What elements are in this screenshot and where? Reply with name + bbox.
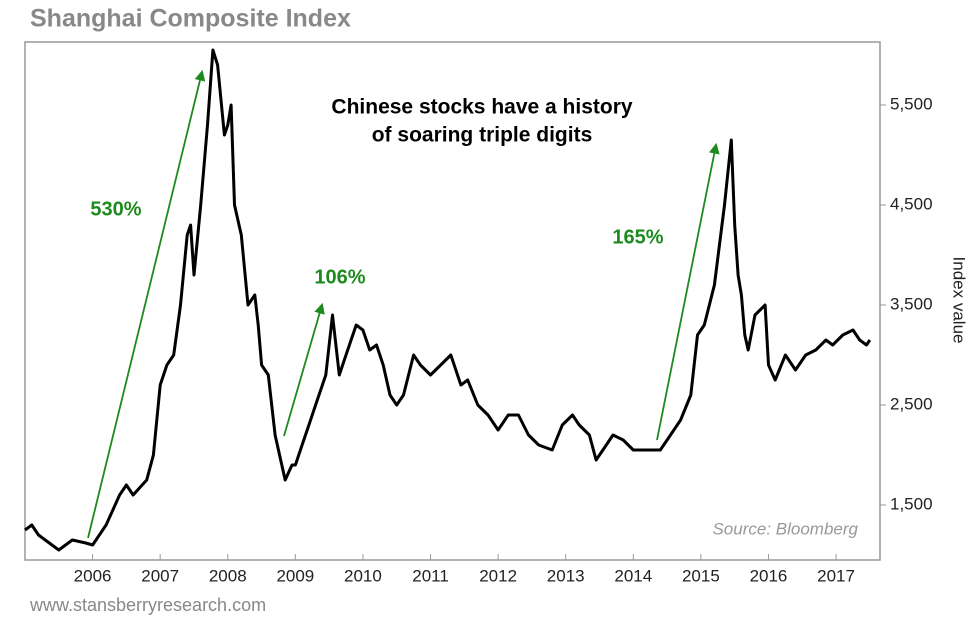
gain-label: 106%: [314, 266, 365, 288]
x-tick-label: 2015: [682, 566, 720, 585]
y-tick-label: 3,500: [890, 294, 933, 313]
x-tick-label: 2017: [817, 566, 855, 585]
plot-frame: [24, 41, 881, 561]
x-tick-label: 2008: [209, 566, 247, 585]
y-tick-label: 2,500: [890, 394, 933, 413]
x-tick-label: 2013: [547, 566, 585, 585]
x-tick-label: 2009: [276, 566, 314, 585]
footer: www.stansberryresearch.com: [29, 595, 266, 615]
x-tick-label: 2012: [479, 566, 517, 585]
x-tick-label: 2014: [614, 566, 652, 585]
chart-title: Shanghai Composite Index: [30, 5, 351, 33]
arrow: [87, 69, 206, 539]
annotation-line: of soaring triple digits: [372, 124, 593, 147]
x-tick-label: 2006: [74, 566, 112, 585]
y-tick-label: 5,500: [890, 94, 933, 113]
x-tick-label: 2016: [750, 566, 788, 585]
x-tick-label: 2010: [344, 566, 382, 585]
y-axis-label: Index value: [950, 257, 969, 344]
x-tick-label: 2007: [141, 566, 179, 585]
y-tick-label: 1,500: [890, 494, 933, 513]
gain-label: 165%: [612, 226, 663, 248]
arrow: [283, 302, 325, 437]
x-tick-label: 2011: [412, 566, 449, 585]
source: Source: Bloomberg: [712, 519, 858, 538]
y-tick-label: 4,500: [890, 194, 933, 213]
arrow: [656, 142, 720, 441]
arrows: [87, 69, 720, 539]
annotation-line: Chinese stocks have a history: [331, 96, 632, 119]
gain-label: 530%: [90, 198, 141, 220]
index-line: [24, 48, 872, 552]
